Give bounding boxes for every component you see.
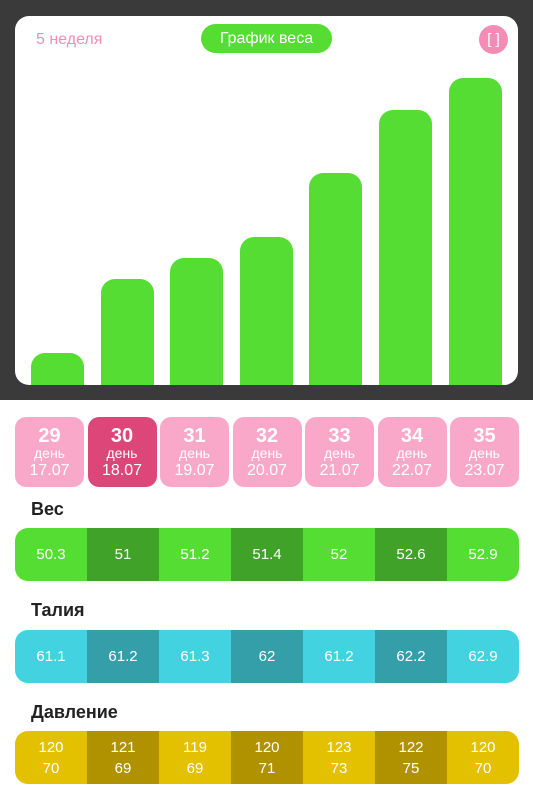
day-number: 32 — [255, 425, 279, 447]
day-number: 29 — [38, 425, 61, 447]
systolic-value: 122 — [398, 738, 424, 756]
weight-bar-day-32 — [239, 236, 293, 385]
day-word: день — [469, 445, 500, 461]
pressure-cell[interactable]: 123 73 — [303, 731, 375, 784]
day-number: 31 — [183, 425, 206, 447]
waist-row: 61.1 61.2 61.3 62 61.2 62.2 62.9 — [15, 630, 519, 683]
day-number: 33 — [328, 425, 351, 447]
diastolic-value: 70 — [42, 759, 60, 777]
day-word: день — [251, 445, 283, 461]
day-date: 18.07 — [101, 462, 143, 479]
weight-cell[interactable]: 52.6 — [375, 528, 447, 581]
weight-bar-day-29 — [31, 353, 84, 385]
weight-cell[interactable]: 50.3 — [15, 528, 87, 581]
day-word: день — [324, 445, 355, 461]
day-date: 20.07 — [246, 462, 288, 479]
systolic-value: 123 — [326, 738, 352, 756]
diastolic-value: 71 — [258, 759, 276, 777]
waist-cell[interactable]: 62.9 — [447, 630, 519, 683]
day-button-32[interactable]: 32 день 20.07 — [232, 417, 302, 487]
day-button-35[interactable]: 35 день 23.07 — [450, 417, 519, 487]
weight-cell[interactable]: 52 — [303, 528, 375, 581]
day-word: день — [179, 445, 210, 461]
weight-cell[interactable]: 51.4 — [231, 528, 303, 581]
weight-cell[interactable]: 51.2 — [159, 528, 231, 581]
waist-section-title: Талия — [31, 600, 85, 620]
pressure-cell[interactable]: 120 71 — [231, 731, 303, 784]
weight-bar-day-33 — [309, 173, 363, 385]
day-number: 30 — [110, 425, 134, 447]
day-date: 17.07 — [29, 462, 70, 479]
waist-cell[interactable]: 61.1 — [15, 630, 87, 683]
weight-cell[interactable]: 51 — [87, 528, 159, 581]
pressure-cell[interactable]: 120 70 — [447, 731, 519, 784]
waist-cell[interactable]: 61.2 — [87, 630, 159, 683]
day-word: день — [396, 445, 428, 461]
expand-icon[interactable]: [ ] — [479, 25, 508, 54]
diastolic-value: 69 — [186, 759, 204, 777]
diastolic-value: 70 — [474, 759, 492, 777]
waist-cell[interactable]: 62 — [231, 630, 303, 683]
diastolic-value: 75 — [402, 759, 420, 777]
pressure-cell[interactable]: 119 69 — [159, 731, 231, 784]
day-word: день — [106, 445, 138, 461]
diastolic-value: 69 — [114, 759, 132, 777]
waist-cell[interactable]: 61.3 — [159, 630, 231, 683]
systolic-value: 119 — [183, 738, 207, 756]
day-button-29[interactable]: 29 день 17.07 — [15, 417, 84, 487]
weight-bar-chart — [15, 16, 518, 385]
weight-bar-day-35 — [448, 77, 502, 385]
day-word: день — [34, 445, 65, 461]
day-button-30[interactable]: 30 день 18.07 — [87, 417, 157, 487]
weight-section-title: Вес — [31, 499, 64, 519]
weight-cell[interactable]: 52.9 — [447, 528, 519, 581]
day-number: 35 — [473, 425, 496, 447]
weight-bar-day-34 — [379, 109, 432, 385]
day-button-34[interactable]: 34 день 22.07 — [377, 417, 447, 487]
chart-area: 5 неделя График веса [ ] — [0, 0, 533, 400]
chart-title-button[interactable]: График веса — [201, 24, 332, 53]
weight-row: 50.3 51 51.2 51.4 52 52.6 52.9 — [15, 528, 519, 581]
pressure-cell[interactable]: 122 75 — [375, 731, 447, 784]
day-button-33[interactable]: 33 день 21.07 — [305, 417, 374, 487]
day-button-31[interactable]: 31 день 19.07 — [160, 417, 229, 487]
day-date: 22.07 — [391, 462, 433, 479]
waist-cell[interactable]: 62.2 — [375, 630, 447, 683]
diastolic-value: 73 — [330, 759, 348, 777]
weight-chart-card: 5 неделя График веса [ ] — [15, 16, 518, 385]
day-number: 34 — [400, 425, 424, 447]
systolic-value: 120 — [470, 738, 496, 756]
weight-bar-day-30 — [100, 279, 154, 385]
systolic-value: 121 — [110, 738, 136, 756]
weight-bar-day-31 — [170, 257, 224, 385]
pressure-row: 120 70 121 69 119 69 120 71 123 73 122 75 120 70 — [15, 731, 519, 784]
day-date: 23.07 — [464, 462, 505, 479]
pressure-section-title: Давление — [31, 702, 118, 722]
systolic-value: 120 — [38, 738, 64, 756]
waist-cell[interactable]: 61.2 — [303, 630, 375, 683]
systolic-value: 120 — [254, 738, 280, 756]
day-date: 21.07 — [319, 462, 360, 479]
day-selector: 29 день 17.07 30 день 18.07 31 день 19.07 32 день 2… — [15, 417, 519, 487]
week-label: 5 неделя — [36, 31, 103, 48]
pressure-cell[interactable]: 120 70 — [15, 731, 87, 784]
day-date: 19.07 — [174, 462, 215, 479]
pressure-cell[interactable]: 121 69 — [87, 731, 159, 784]
